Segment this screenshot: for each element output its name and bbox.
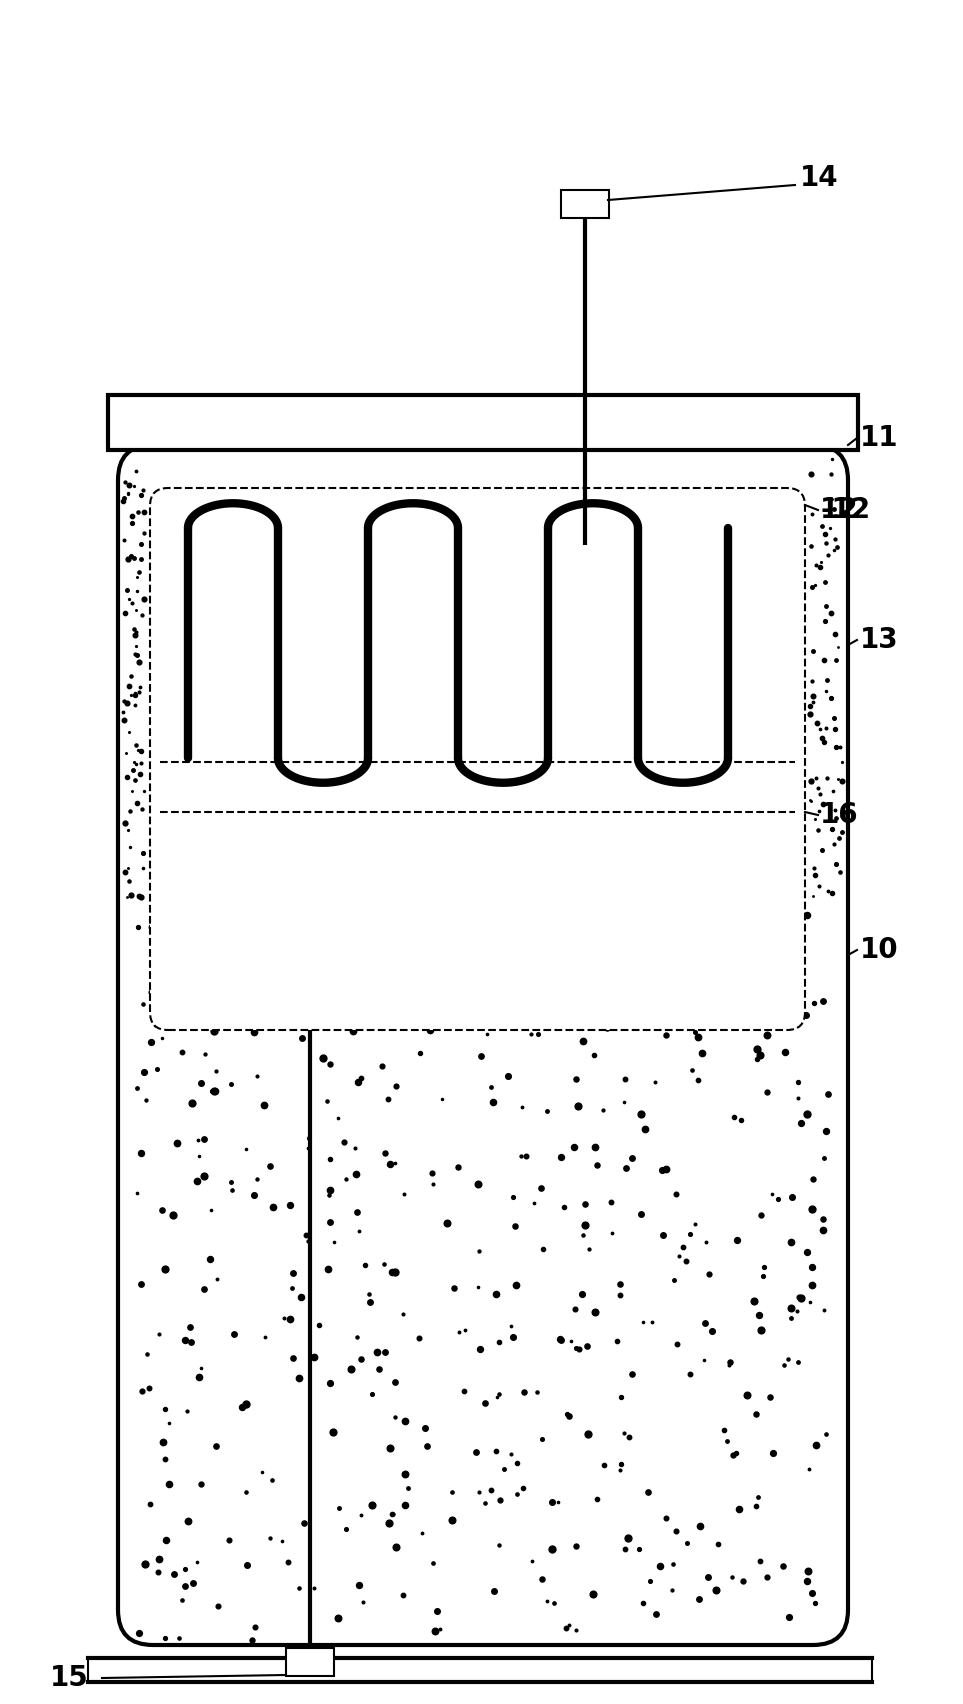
Text: 10: 10 [860,935,898,964]
FancyBboxPatch shape [118,445,848,1644]
Text: 12: 12 [820,496,859,525]
FancyBboxPatch shape [150,487,805,1029]
Text: 15: 15 [50,1665,89,1692]
Text: -12: -12 [820,496,871,525]
Bar [561,191,609,218]
Text: 13: 13 [860,625,898,654]
Text: 11: 11 [860,424,898,452]
Bar [108,395,858,450]
Text: 16: 16 [820,801,859,830]
Bar [286,1648,334,1677]
Text: 14: 14 [800,164,839,193]
